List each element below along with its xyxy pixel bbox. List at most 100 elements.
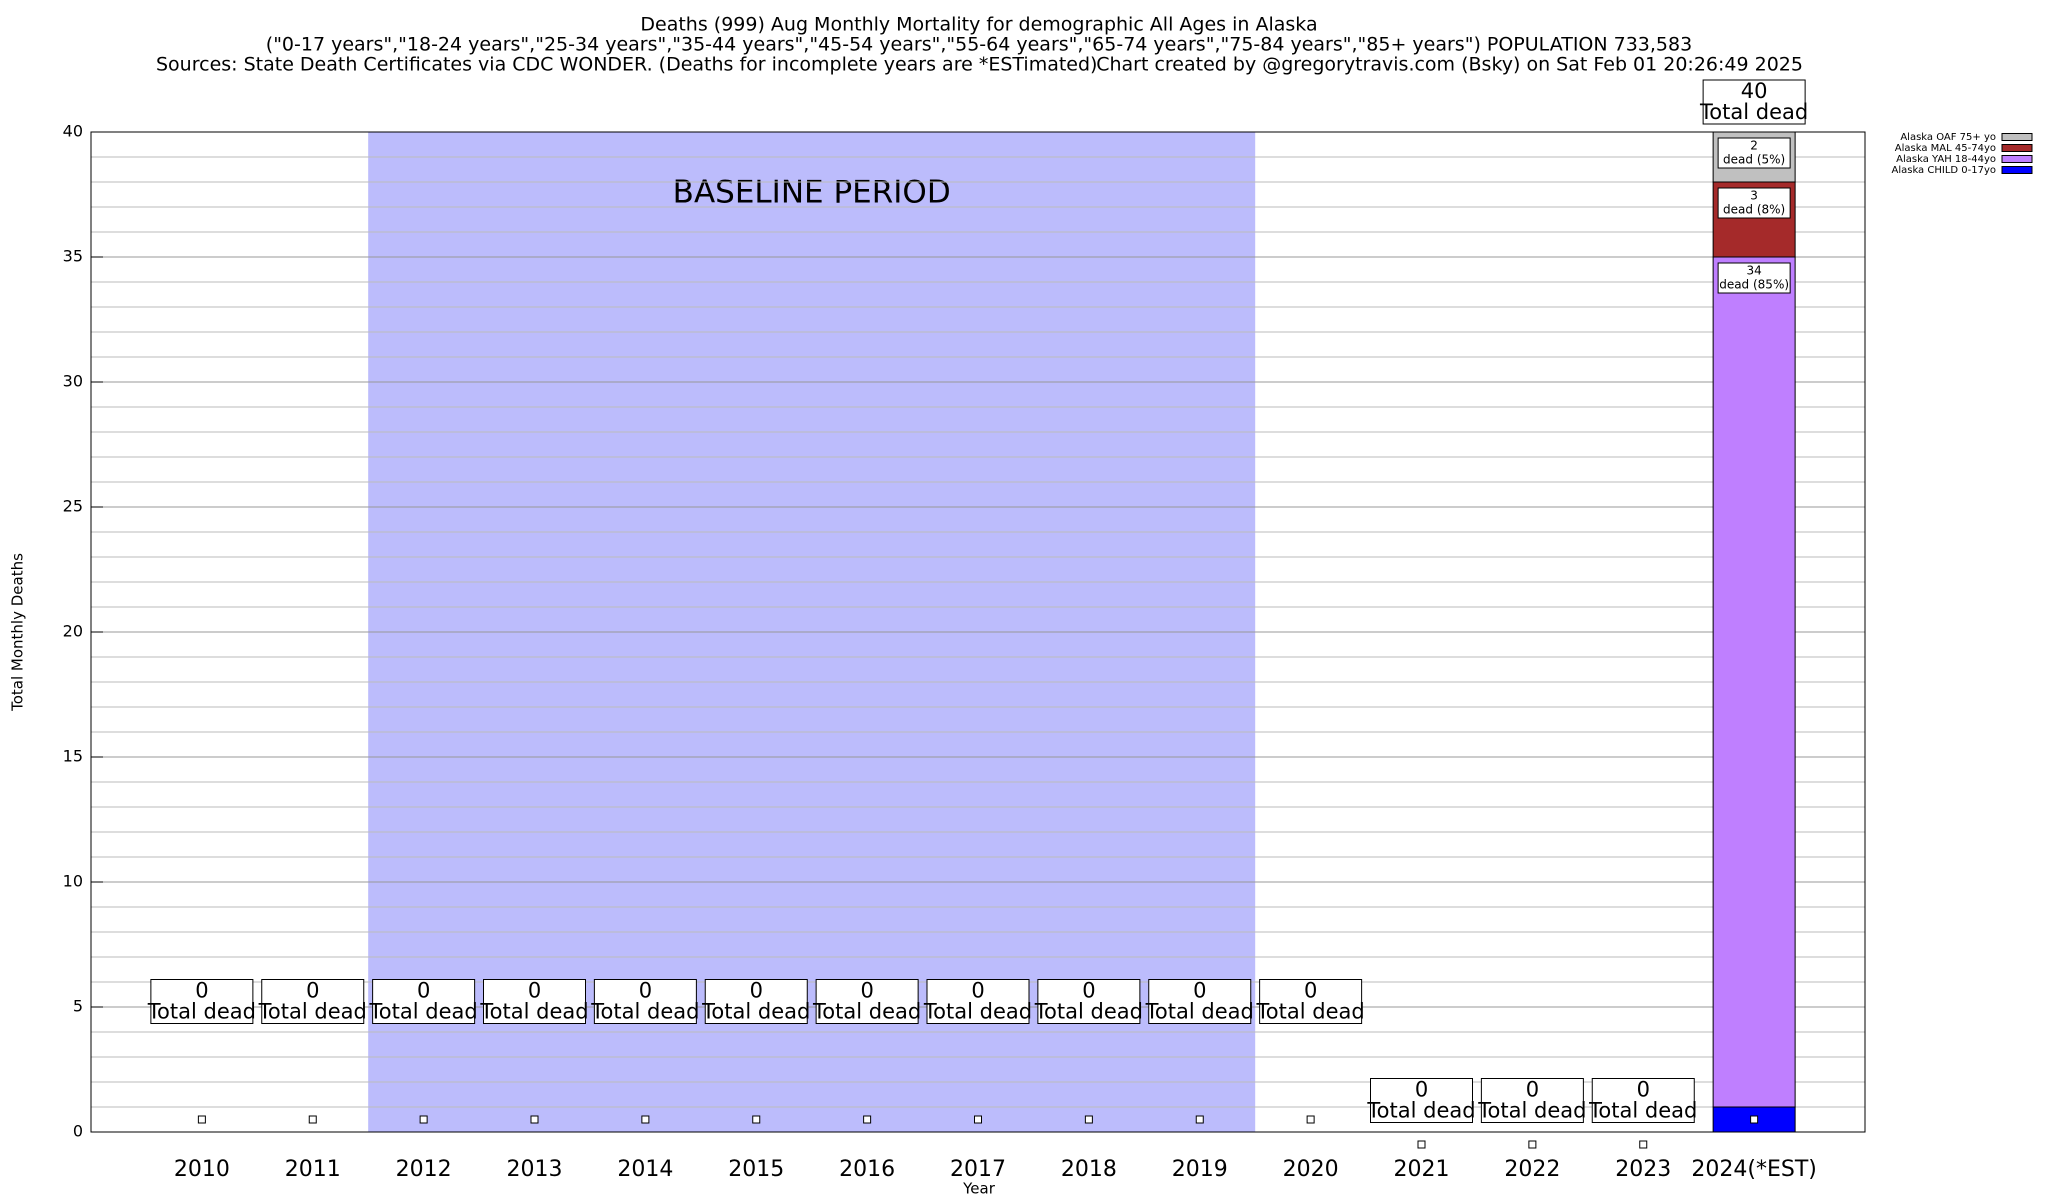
x-tick-label: 2014 (617, 1157, 673, 1182)
total-value-label: 0 (639, 979, 652, 1003)
x-tick-label: 2010 (174, 1157, 230, 1182)
y-tick-label: 10 (63, 872, 83, 891)
x-axis-label: Year (962, 1180, 996, 1198)
legend-label: Alaska CHILD 0-17yo (1891, 165, 1996, 176)
total-box (1702, 79, 1806, 125)
total-caption: Total dead (258, 1000, 367, 1024)
total-caption: Total dead (701, 1000, 810, 1024)
total-caption: Total dead (369, 1000, 478, 1024)
segment-value-label: 2 (1750, 139, 1758, 153)
total-value-label: 0 (1415, 1078, 1428, 1102)
total-value-label: 0 (195, 979, 208, 1003)
segment-label-box (1717, 137, 1791, 169)
x-tick-label: 2017 (950, 1157, 1006, 1182)
point-marker (419, 1115, 428, 1124)
total-box (704, 979, 808, 1024)
point-marker (1750, 1115, 1759, 1124)
x-tick-label: 2012 (396, 1157, 452, 1182)
chart-source: Sources: State Death Certificates via CD… (156, 54, 1097, 76)
total-value-label: 0 (1193, 979, 1206, 1003)
point-marker (1417, 1140, 1426, 1149)
y-tick-label: 5 (73, 997, 83, 1016)
total-caption: Total dead (1145, 1000, 1254, 1024)
total-box (1148, 979, 1252, 1024)
total-value-label: 0 (750, 979, 763, 1003)
total-caption: Total dead (1256, 1000, 1365, 1024)
y-tick-label: 35 (63, 247, 83, 266)
point-marker (1195, 1115, 1204, 1124)
point-marker (641, 1115, 650, 1124)
x-tick-label: 2022 (1504, 1157, 1560, 1182)
y-tick-label: 15 (63, 747, 83, 766)
legend-swatch (2001, 133, 2033, 141)
total-value-label: 0 (971, 979, 984, 1003)
total-caption: Total dead (1699, 100, 1808, 124)
x-tick-label: 2024(*EST) (1691, 1157, 1816, 1182)
total-caption: Total dead (479, 1000, 588, 1024)
total-value-label: 0 (860, 979, 873, 1003)
total-box (1480, 1078, 1584, 1123)
point-marker (863, 1115, 872, 1124)
legend-swatch (2001, 144, 2033, 152)
total-caption: Total dead (812, 1000, 921, 1024)
total-value-label: 0 (528, 979, 541, 1003)
x-tick-label: 2016 (839, 1157, 895, 1182)
x-tick-label: 2019 (1172, 1157, 1228, 1182)
point-marker (1639, 1140, 1648, 1149)
segment-label-box (1717, 187, 1791, 219)
plot-frame (90, 131, 1866, 1133)
total-caption: Total dead (147, 1000, 256, 1024)
x-tick-label: 2018 (1061, 1157, 1117, 1182)
total-caption: Total dead (1477, 1099, 1586, 1123)
total-box (1259, 979, 1363, 1024)
point-marker (974, 1115, 982, 1124)
total-value-label: 0 (1637, 1078, 1650, 1102)
total-box (261, 979, 365, 1024)
x-tick-label: 2023 (1615, 1157, 1671, 1182)
y-tick-label: 0 (73, 1122, 83, 1141)
y-axis-label: Total Monthly Deaths (9, 553, 27, 712)
total-box (815, 979, 919, 1024)
total-box (593, 979, 697, 1024)
point-marker (197, 1115, 206, 1124)
total-caption: Total dead (1366, 1099, 1475, 1123)
legend-label: Alaska YAH 18-44yo (1896, 154, 1996, 165)
y-tick-label: 30 (63, 372, 83, 391)
total-box (1591, 1078, 1695, 1123)
y-tick-label: 20 (63, 622, 83, 641)
legend-label: Alaska MAL 45-74yo (1895, 143, 1996, 154)
total-caption: Total dead (923, 1000, 1032, 1024)
total-caption: Total dead (1034, 1000, 1143, 1024)
total-box (1370, 1078, 1473, 1123)
total-box (483, 979, 586, 1024)
segment-share-label: dead (8%) (1723, 203, 1785, 217)
total-value-label: 0 (1304, 979, 1317, 1003)
total-value-label: 40 (1741, 79, 1768, 103)
segment-value-label: 3 (1750, 189, 1758, 203)
total-caption: Total dead (590, 1000, 699, 1024)
chart-title: Deaths (999) Aug Monthly Mortality for d… (640, 14, 1317, 36)
chart-subtitle: ("0-17 years","18-24 years","25-34 years… (266, 34, 1692, 56)
point-marker (1528, 1140, 1537, 1149)
y-tick-label: 25 (63, 497, 83, 516)
total-box (372, 979, 476, 1024)
total-value-label: 0 (417, 979, 430, 1003)
segment-share-label: dead (85%) (1719, 278, 1789, 292)
x-tick-label: 2021 (1394, 1157, 1450, 1182)
point-marker (308, 1115, 317, 1124)
total-value-label: 0 (1526, 1078, 1539, 1102)
total-caption: Total dead (1588, 1099, 1697, 1123)
legend-swatch (2001, 166, 2033, 174)
chart-credit: Chart created by @gregorytravis.com (Bsk… (1096, 54, 1803, 76)
legend-label: Alaska OAF 75+ yo (1900, 132, 1996, 143)
x-tick-label: 2015 (728, 1157, 784, 1182)
total-box (926, 979, 1030, 1024)
segment-label-box (1717, 262, 1791, 294)
legend-swatch (2001, 155, 2033, 163)
total-value-label: 0 (1082, 979, 1095, 1003)
point-marker (1084, 1115, 1093, 1124)
x-tick-label: 2020 (1283, 1157, 1339, 1182)
segment-value-label: 34 (1746, 264, 1761, 278)
point-marker (752, 1115, 761, 1124)
